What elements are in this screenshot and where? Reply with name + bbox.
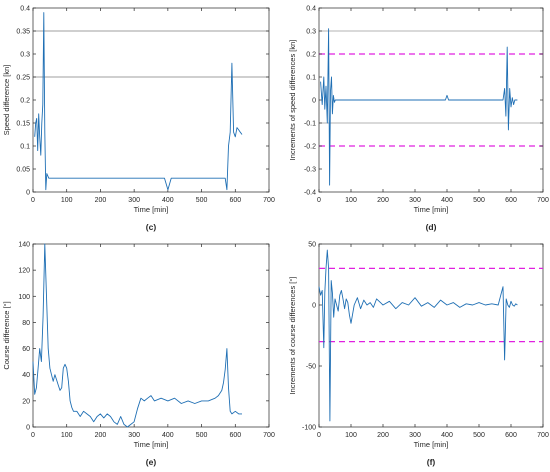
x-tick-label: 100 [345, 432, 357, 439]
y-tick-label: 0.3 [20, 52, 30, 59]
panel-label: (c) [146, 222, 157, 232]
x-tick-label: 300 [409, 197, 421, 204]
y-tick-label: 0.35 [16, 29, 30, 36]
x-tick-label: 700 [537, 197, 549, 204]
y-tick-label: -0.3 [304, 167, 316, 174]
x-tick-label: 300 [409, 432, 421, 439]
y-tick-label: 140 [18, 242, 30, 249]
x-tick-label: 700 [263, 197, 275, 204]
x-tick-label: 300 [128, 197, 140, 204]
x-tick-label: 600 [229, 197, 241, 204]
y-tick-label: 0.3 [306, 29, 316, 36]
x-axis-label: Time [min] [134, 440, 169, 449]
x-axis-label: Time [min] [134, 205, 169, 214]
x-tick-label: 600 [505, 432, 517, 439]
panel-label: (d) [426, 222, 437, 232]
y-tick-label: 0.2 [306, 52, 316, 59]
x-tick-label: 400 [441, 432, 453, 439]
y-tick-label: 20 [22, 398, 30, 405]
x-tick-label: 100 [61, 432, 73, 439]
y-tick-label: 0 [26, 190, 30, 197]
y-tick-label: 0.2 [20, 98, 30, 105]
series-line [318, 249, 518, 422]
x-tick-label: 200 [377, 432, 389, 439]
x-tick-label: 0 [317, 197, 321, 204]
y-tick-label: 0.05 [16, 167, 30, 174]
y-tick-label: 0 [312, 303, 316, 310]
y-tick-label: -0.4 [304, 190, 316, 197]
x-tick-label: 400 [162, 432, 174, 439]
y-tick-label: 100 [18, 294, 30, 301]
x-tick-label: 100 [61, 197, 73, 204]
x-tick-label: 500 [196, 197, 208, 204]
x-axis-label: Time [min] [414, 205, 449, 214]
x-tick-label: 100 [345, 197, 357, 204]
panel-label: (f) [427, 457, 436, 467]
y-tick-label: 0 [312, 98, 316, 105]
y-tick-label: 120 [18, 268, 30, 275]
x-tick-label: 600 [505, 197, 517, 204]
y-axis-label: Increments of speed differences [kn] [288, 40, 297, 161]
panel-label: (e) [146, 457, 157, 467]
y-tick-label: 0.1 [306, 75, 316, 82]
panel-course-difference-increments: 0 100 200 300 400 500 600 700 -100 -50 0 50 Time [mi… [288, 242, 549, 468]
x-tick-label: 200 [377, 197, 389, 204]
x-tick-label: 600 [229, 432, 241, 439]
x-tick-label: 700 [263, 432, 275, 439]
y-tick-label: 60 [22, 346, 30, 353]
x-tick-label: 500 [473, 432, 485, 439]
y-tick-label: 0.15 [16, 121, 30, 128]
axes-box [32, 7, 270, 193]
x-tick-label: 500 [473, 197, 485, 204]
y-tick-label: -0.2 [304, 144, 316, 151]
y-axis-label: Course difference [°] [2, 301, 11, 369]
series-line [32, 243, 242, 428]
y-tick-label: 40 [22, 372, 30, 379]
y-tick-label: 0.4 [20, 6, 30, 13]
y-axis-label: Increments of course differences [°] [288, 277, 297, 395]
y-tick-label: 80 [22, 320, 30, 327]
x-tick-label: 0 [31, 432, 35, 439]
x-tick-label: 300 [128, 432, 140, 439]
x-tick-label: 700 [537, 432, 549, 439]
y-tick-label: -0.1 [304, 121, 316, 128]
y-tick-label: -100 [302, 425, 316, 432]
y-tick-label: -50 [306, 364, 316, 371]
x-tick-label: 500 [196, 432, 208, 439]
y-tick-label: 0.1 [20, 144, 30, 151]
x-tick-label: 200 [95, 432, 107, 439]
axes-box [318, 243, 544, 428]
x-tick-label: 400 [441, 197, 453, 204]
x-tick-label: 0 [317, 432, 321, 439]
y-tick-label: 50 [308, 242, 316, 249]
x-axis-label: Time [min] [414, 440, 449, 449]
panel-speed-difference-increments: 0 100 200 300 400 500 600 700 -0.4 -0.3 -0.2 -0.1 0 0… [288, 6, 549, 233]
axes-box [32, 243, 270, 428]
y-tick-label: 0.4 [306, 6, 316, 13]
y-axis-label: Speed difference [kn] [2, 65, 11, 136]
series-line [34, 12, 243, 191]
x-tick-label: 200 [95, 197, 107, 204]
series-line [320, 28, 518, 186]
x-tick-label: 400 [162, 197, 174, 204]
panel-speed-difference: 0 100 200 300 400 500 600 700 0 0.05 0.1 0.15 0.2 0.2… [2, 6, 275, 233]
y-tick-label: 0.25 [16, 75, 30, 82]
x-tick-label: 0 [31, 197, 35, 204]
panel-course-difference: 0 100 200 300 400 500 600 700 0 20 40 60 80 100 120 140… [2, 242, 275, 468]
y-tick-label: 0 [26, 425, 30, 432]
